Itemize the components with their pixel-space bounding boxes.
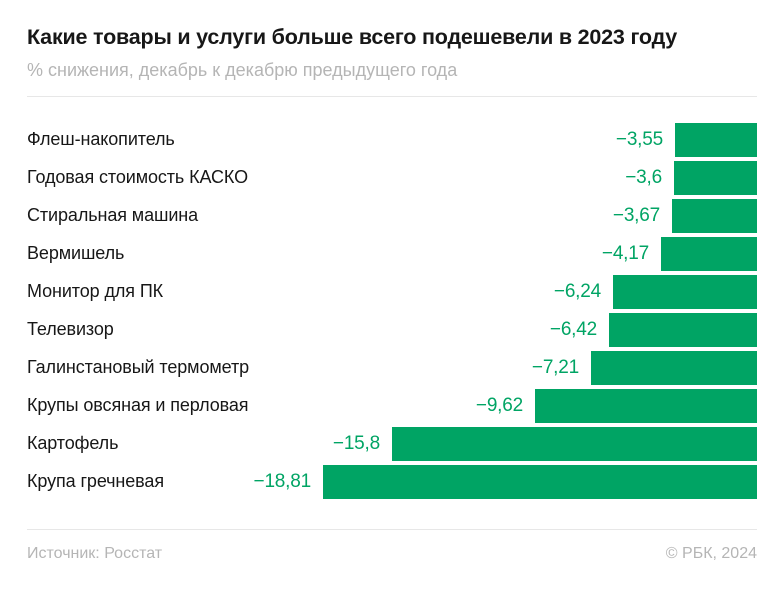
chart-title: Какие товары и услуги больше всего подеш… [27, 25, 678, 49]
category-label: Телевизор [27, 319, 114, 340]
copyright-label: © РБК, 2024 [665, 544, 757, 562]
chart-row: Флеш-накопитель −3,55 [27, 121, 757, 159]
bar [672, 198, 757, 233]
bar-chart: Флеш-накопитель −3,55 Годовая стоимость КА… [27, 121, 757, 501]
bar [323, 464, 757, 499]
value-label: −15,8 [332, 432, 380, 454]
category-label: Крупы овсяная и перловая [27, 395, 249, 416]
category-label: Картофель [27, 433, 119, 454]
bar [674, 160, 757, 195]
chart-row: Монитор для ПК −6,24 [27, 273, 757, 311]
value-label: −7,21 [531, 356, 579, 378]
bar [392, 426, 757, 461]
value-label: −3,6 [625, 166, 662, 188]
category-label: Вермишель [27, 243, 125, 264]
value-label: −3,55 [615, 128, 663, 150]
chart-row: Крупы овсяная и перловая −9,62 [27, 387, 757, 425]
category-label: Галинстановый термометр [27, 357, 249, 378]
footer: Источник: Росстат © РБК, 2024 [27, 545, 757, 563]
bar [535, 388, 757, 423]
value-label: −18,81 [253, 470, 312, 492]
chart-row: Телевизор −6,42 [27, 311, 757, 349]
category-label: Крупа гречневая [27, 471, 164, 492]
source-label: Источник: Росстат [27, 544, 163, 562]
chart-row: Галинстановый термометр −7,21 [27, 349, 757, 387]
bar [661, 236, 757, 271]
bar [609, 312, 757, 347]
category-label: Флеш-накопитель [27, 129, 175, 150]
footer-divider [27, 528, 757, 530]
bar [675, 122, 757, 157]
value-label: −6,24 [553, 280, 601, 302]
value-label: −4,17 [601, 242, 649, 264]
category-label: Стиральная машина [27, 205, 199, 226]
bar [613, 274, 757, 309]
value-label: −9,62 [475, 394, 523, 416]
category-label: Монитор для ПК [27, 281, 164, 302]
header-divider [27, 95, 757, 97]
chart-subtitle: % снижения, декабрь к декабрю предыдущег… [27, 59, 458, 80]
bar [591, 350, 757, 385]
value-label: −6,42 [549, 318, 597, 340]
chart-row: Картофель −15,8 [27, 425, 757, 463]
chart-row: Вермишель −4,17 [27, 235, 757, 273]
chart-row: Стиральная машина −3,67 [27, 197, 757, 235]
chart-row: Годовая стоимость КАСКО −3,6 [27, 159, 757, 197]
chart-row: Крупа гречневая −18,81 [27, 463, 757, 501]
category-label: Годовая стоимость КАСКО [27, 167, 248, 188]
value-label: −3,67 [612, 204, 660, 226]
